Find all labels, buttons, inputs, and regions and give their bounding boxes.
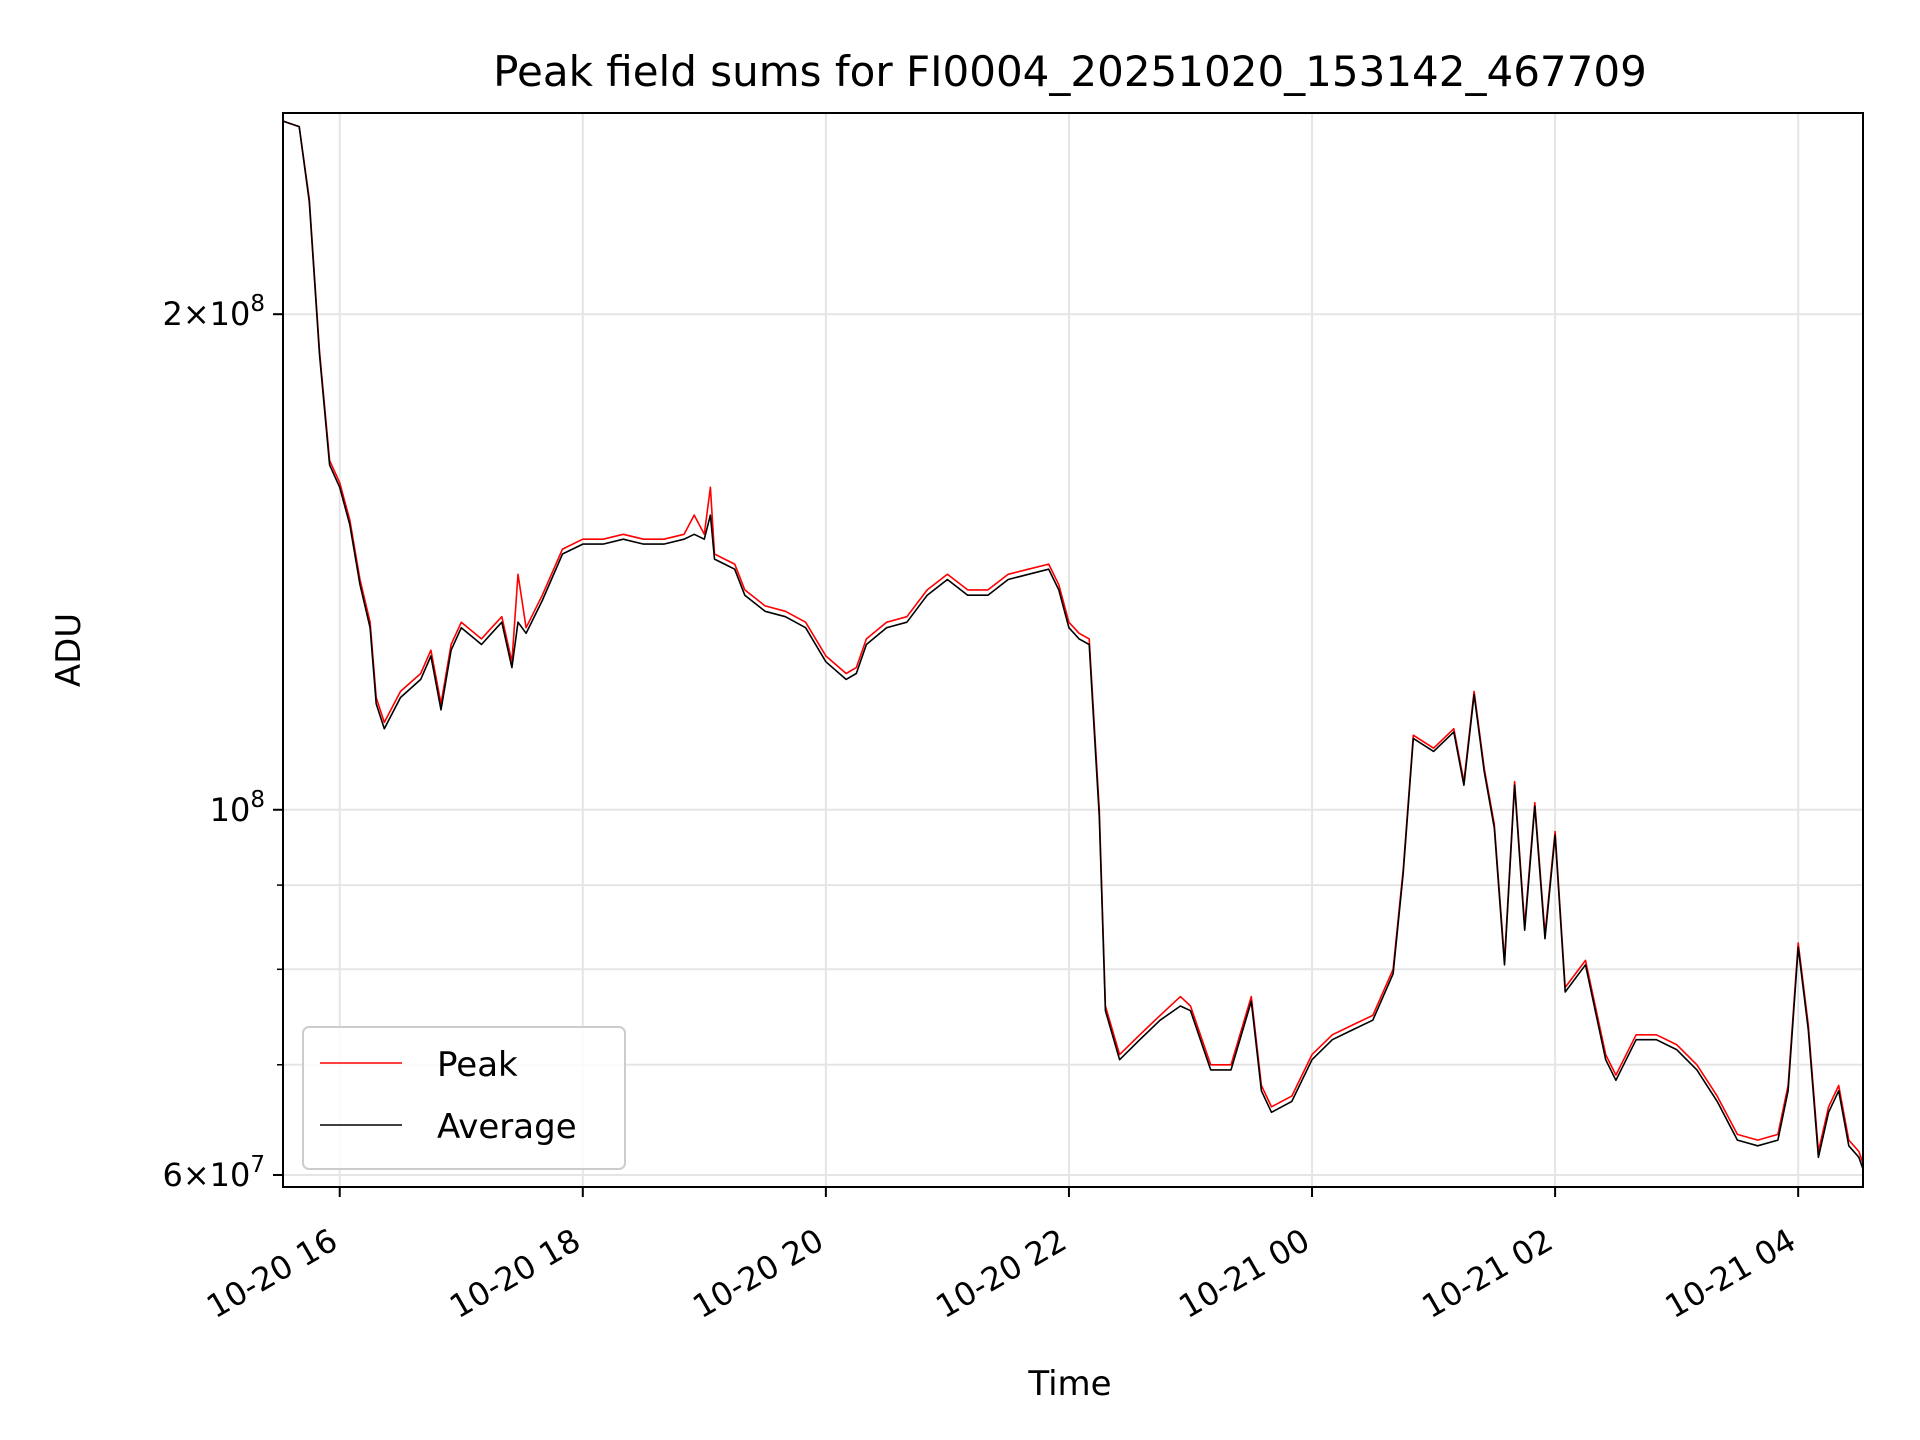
- y-tick-label-exponent: 7: [250, 1152, 265, 1178]
- y-axis-label: ADU: [49, 613, 89, 687]
- series-layer: [282, 120, 1864, 1170]
- y-tick-label: 6×107: [162, 1152, 265, 1194]
- chart-title: Peak field sums for FI0004_20251020_1531…: [493, 47, 1647, 96]
- x-axis-label: Time: [1027, 1364, 1111, 1404]
- series-line-average: [282, 120, 1864, 1170]
- legend: Peak Average: [302, 1026, 626, 1170]
- plot-frame: [282, 112, 1864, 1188]
- legend-peak-label: Peak: [437, 1045, 518, 1085]
- grid: [283, 113, 1863, 1187]
- y-tick-label-base: 10: [210, 791, 251, 829]
- y-tick-label-base: 6×10: [162, 1156, 250, 1194]
- legend-average-label: Average: [437, 1107, 577, 1147]
- y-tick-label: 108: [210, 787, 265, 829]
- y-tick-label: 2×108: [162, 291, 265, 333]
- y-tick-label-base: 2×10: [162, 295, 250, 333]
- series-line-peak: [282, 120, 1864, 1164]
- y-tick-label-exponent: 8: [250, 787, 265, 813]
- y-tick-label-exponent: 8: [250, 291, 265, 317]
